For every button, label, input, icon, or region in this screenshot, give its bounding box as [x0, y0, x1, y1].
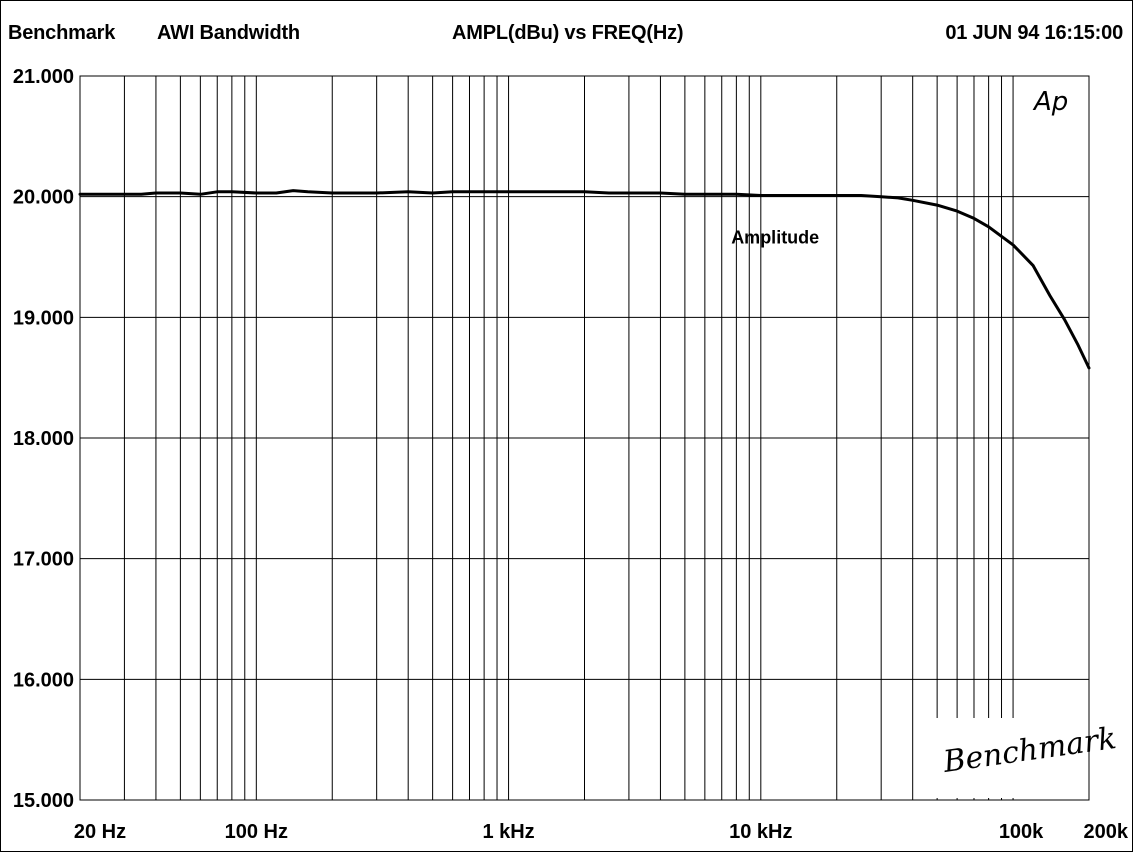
- test-name: AWI Bandwidth: [157, 22, 300, 44]
- y-axis-tick-labels: 21.000 20.000 19.000 18.000 17.000 16.000 15.0…: [13, 66, 74, 812]
- signature-box: [931, 718, 1087, 798]
- timestamp: 01 JUN 94 16:15:00: [945, 22, 1123, 44]
- y-tick-label: 16.000: [13, 669, 74, 691]
- grid-lines: [80, 76, 1089, 800]
- plot-area: [79, 75, 1090, 801]
- x-axis-tick-labels: 20 Hz 100 Hz 1 kHz 10 kHz 100k 200k: [74, 821, 1129, 843]
- x-tick-label: 200k: [1084, 821, 1129, 843]
- y-tick-label: 17.000: [13, 549, 74, 571]
- y-tick-label: 21.000: [13, 66, 74, 88]
- y-tick-label: 19.000: [13, 307, 74, 329]
- y-tick-label: 15.000: [13, 790, 74, 812]
- brand-label: Benchmark: [8, 22, 116, 44]
- y-tick-label: 20.000: [13, 187, 74, 209]
- x-tick-label: 1 kHz: [482, 821, 534, 843]
- x-tick-label: 20 Hz: [74, 821, 126, 843]
- plot-title: AMPL(dBu) vs FREQ(Hz): [452, 22, 684, 44]
- x-tick-label: 100k: [999, 821, 1044, 843]
- series-line-amplitude: [78, 189, 1091, 370]
- annotation-amplitude: Amplitude: [731, 227, 819, 247]
- x-tick-label: 100 Hz: [225, 821, 288, 843]
- x-tick-label: 10 kHz: [729, 821, 792, 843]
- ap-logo-box: [1025, 80, 1085, 120]
- ap-logo: Ap: [1032, 87, 1068, 117]
- y-tick-label: 18.000: [13, 428, 74, 450]
